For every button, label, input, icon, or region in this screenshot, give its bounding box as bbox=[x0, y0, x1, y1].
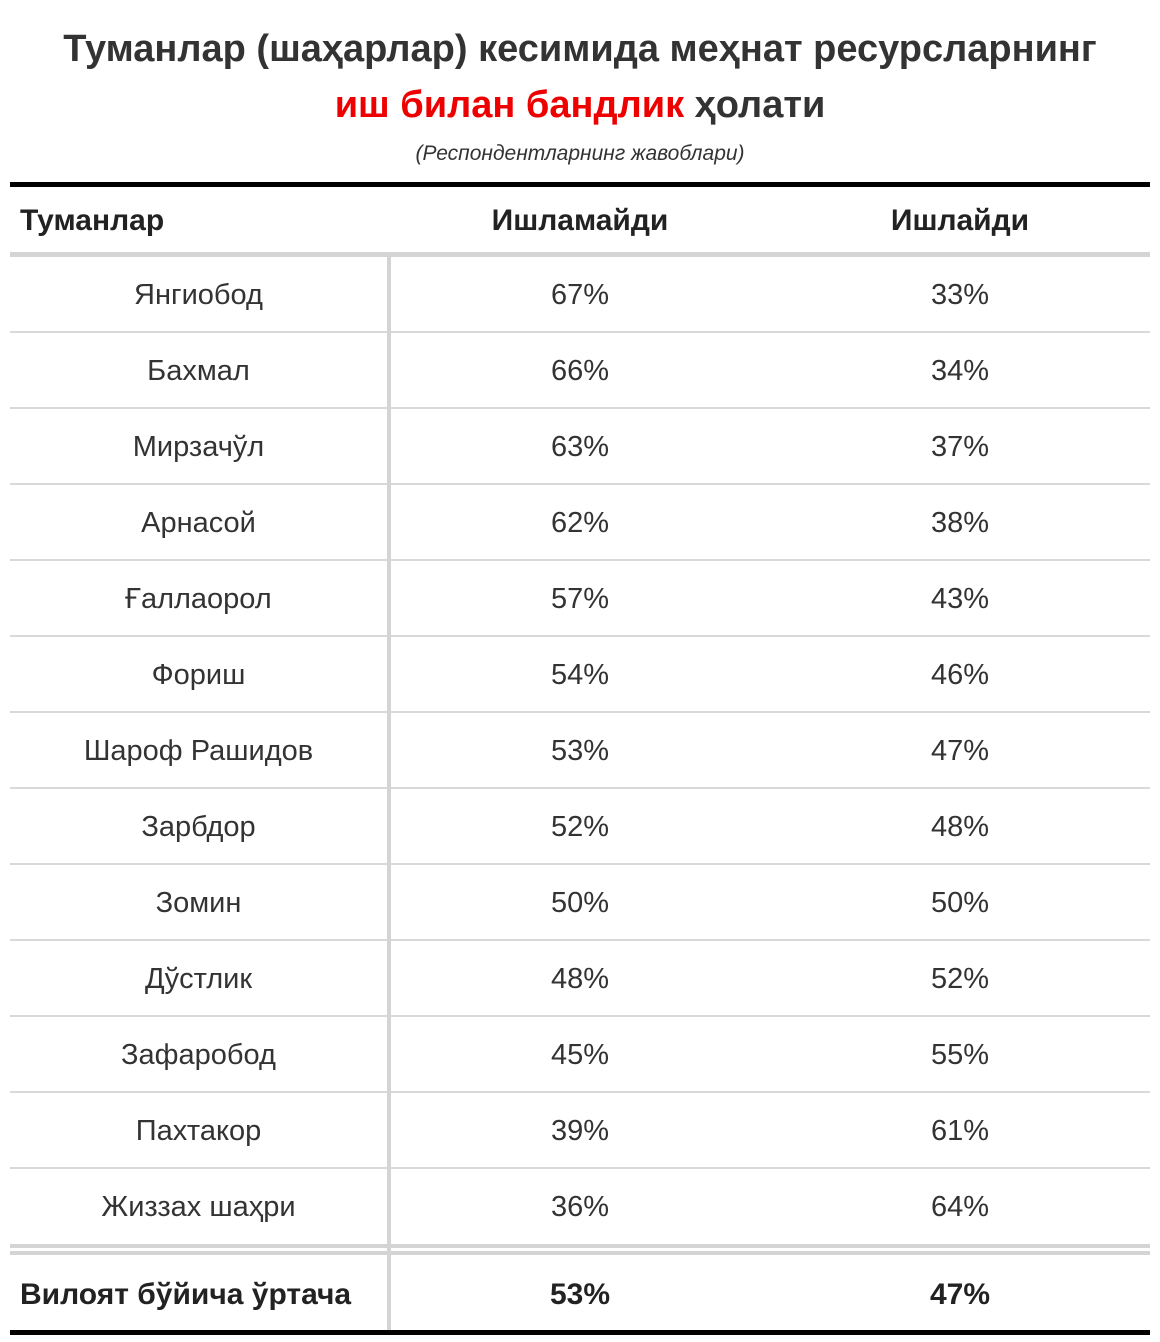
district-name: Мирзачўл bbox=[132, 431, 265, 463]
total-label: Вилоят бўйича ўртача bbox=[20, 1278, 352, 1311]
title-line-2: иш билан бандлик ҳолати bbox=[0, 84, 1160, 127]
district-name: Арнасой bbox=[141, 507, 256, 539]
working-value: 38% bbox=[930, 507, 990, 539]
table-row: Шароф Рашидов 53% 47% bbox=[10, 713, 1150, 789]
row-separator bbox=[10, 1015, 1150, 1017]
column-divider bbox=[387, 257, 391, 1331]
table-row: Зарбдор 52% 48% bbox=[10, 789, 1150, 865]
row-separator bbox=[10, 559, 1150, 561]
row-separator bbox=[10, 1167, 1150, 1169]
working-value: 37% bbox=[930, 431, 990, 463]
not-working-value: 36% bbox=[550, 1191, 610, 1223]
row-separator bbox=[10, 1091, 1150, 1093]
not-working-value: 67% bbox=[550, 279, 610, 311]
row-separator bbox=[10, 863, 1150, 865]
table-row: Мирзачўл 63% 37% bbox=[10, 409, 1150, 485]
working-value: 50% bbox=[930, 887, 990, 919]
table-row: Жиззах шаҳри 36% 64% bbox=[10, 1169, 1150, 1245]
not-working-value: 54% bbox=[550, 659, 610, 691]
not-working-value: 48% bbox=[550, 963, 610, 995]
district-name: Зарбдор bbox=[141, 811, 256, 843]
total-row: Вилоят бўйича ўртача 53% 47% bbox=[10, 1257, 1150, 1329]
district-name: Зомин bbox=[155, 887, 242, 919]
row-separator bbox=[10, 711, 1150, 713]
working-value: 47% bbox=[930, 735, 990, 767]
district-name: Пахтакор bbox=[135, 1115, 262, 1147]
not-working-value: 45% bbox=[550, 1039, 610, 1071]
not-working-value: 63% bbox=[550, 431, 610, 463]
working-value: 64% bbox=[930, 1191, 990, 1223]
district-name: Жиззах шаҳри bbox=[101, 1191, 296, 1223]
table-row: Пахтакор 39% 61% bbox=[10, 1093, 1150, 1169]
working-value: 55% bbox=[930, 1039, 990, 1071]
table-bottom-rule bbox=[10, 1330, 1150, 1335]
district-name: Фориш bbox=[151, 659, 246, 691]
not-working-value: 39% bbox=[550, 1115, 610, 1147]
district-name: Бахмал bbox=[147, 355, 250, 387]
not-working-value: 57% bbox=[550, 583, 610, 615]
total-working: 47% bbox=[929, 1278, 991, 1311]
district-name: Шароф Рашидов bbox=[83, 735, 314, 767]
header-rule bbox=[10, 252, 1150, 257]
table-row: Арнасой 62% 38% bbox=[10, 485, 1150, 561]
not-working-value: 53% bbox=[550, 735, 610, 767]
table-row: Бахмал 66% 34% bbox=[10, 333, 1150, 409]
row-separator bbox=[10, 787, 1150, 789]
working-value: 34% bbox=[930, 355, 990, 387]
district-name: Зафаробод bbox=[121, 1039, 276, 1071]
working-value: 61% bbox=[930, 1115, 990, 1147]
district-name: Янгиобод bbox=[134, 279, 263, 311]
table-row: Ғаллаорол 57% 43% bbox=[10, 561, 1150, 637]
not-working-value: 52% bbox=[550, 811, 610, 843]
table-row: Янгиобод 67% 33% bbox=[10, 257, 1150, 333]
working-value: 33% bbox=[930, 279, 990, 311]
table-row: Зомин 50% 50% bbox=[10, 865, 1150, 941]
not-working-value: 62% bbox=[550, 507, 610, 539]
row-separator bbox=[10, 331, 1150, 333]
total-not-working: 53% bbox=[549, 1278, 611, 1311]
district-name: Дўстлик bbox=[144, 963, 253, 995]
working-value: 48% bbox=[930, 811, 990, 843]
table-row: Зафаробод 45% 55% bbox=[10, 1017, 1150, 1093]
row-separator bbox=[10, 635, 1150, 637]
row-separator bbox=[10, 407, 1150, 409]
working-value: 46% bbox=[930, 659, 990, 691]
total-rule-upper bbox=[10, 1244, 1150, 1248]
working-value: 43% bbox=[930, 583, 990, 615]
working-value: 52% bbox=[930, 963, 990, 995]
header-not-working: Ишламайди bbox=[491, 204, 669, 237]
table-top-rule bbox=[10, 182, 1150, 187]
not-working-value: 66% bbox=[550, 355, 610, 387]
total-rule-lower bbox=[10, 1251, 1150, 1255]
row-separator bbox=[10, 483, 1150, 485]
title-highlight: иш билан бандлик bbox=[334, 84, 685, 126]
title-line-2-rest: ҳолати bbox=[694, 84, 826, 126]
not-working-value: 50% bbox=[550, 887, 610, 919]
title-line-1: Туманлар (шаҳарлар) кесимида меҳнат ресу… bbox=[63, 28, 1097, 70]
subtitle: (Респондентларнинг жавоблари) bbox=[415, 142, 745, 165]
table-row: Фориш 54% 46% bbox=[10, 637, 1150, 713]
header-working: Ишлайди bbox=[890, 204, 1030, 237]
table-row: Дўстлик 48% 52% bbox=[10, 941, 1150, 1017]
header-district: Туманлар bbox=[20, 204, 165, 237]
row-separator bbox=[10, 939, 1150, 941]
district-name: Ғаллаорол bbox=[125, 583, 272, 615]
